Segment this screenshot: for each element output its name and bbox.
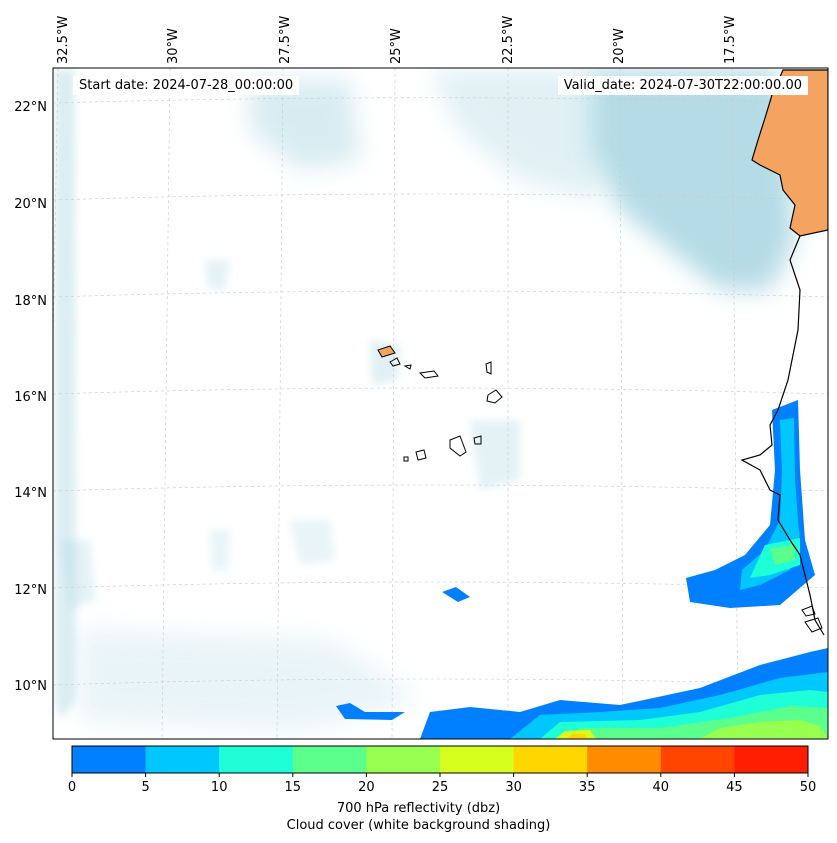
colorbar-tick-label: 20	[358, 780, 375, 795]
colorbar-swatch	[440, 746, 515, 773]
lon-label: 27.5°W	[278, 16, 293, 64]
lat-label: 16°N	[14, 390, 47, 405]
lat-label: 20°N	[14, 197, 47, 212]
lon-label: 30°W	[166, 28, 181, 64]
colorbar-swatch	[72, 746, 147, 773]
lat-label: 10°N	[14, 679, 47, 694]
colorbar-tick-label: 30	[505, 780, 522, 795]
colorbar-swatch	[219, 746, 294, 773]
latitude-labels: 22°N 20°N 18°N 16°N 14°N 12°N 10°N	[14, 100, 47, 694]
map-frame	[52, 67, 829, 740]
colorbar-tick-label: 15	[285, 780, 302, 795]
colorbar-swatch	[145, 746, 220, 773]
colorbar-tick-label: 35	[579, 780, 596, 795]
start-date-label: Start date: 2024-07-28_00:00:00	[73, 76, 300, 95]
colorbar-swatches	[72, 746, 809, 773]
colorbar-swatch	[292, 746, 367, 773]
colorbar-tick-label: 10	[211, 780, 228, 795]
lon-label: 17.5°W	[723, 16, 738, 64]
colorbar-label: 700 hPa reflectivity (dbz)	[336, 801, 501, 816]
colorbar-tick-label: 45	[726, 780, 743, 795]
longitude-labels: 32.5°W 30°W 27.5°W 25°W 22.5°W 20°W 17.5…	[56, 16, 738, 64]
colorbar-tick-label: 40	[653, 780, 670, 795]
colorbar-swatch	[734, 746, 809, 773]
colorbar-swatch	[366, 746, 441, 773]
reflectivity-contours	[336, 400, 828, 739]
lat-label: 22°N	[14, 100, 47, 115]
colorbar-sublabel: Cloud cover (white background shading)	[286, 818, 551, 833]
colorbar-swatch	[587, 746, 662, 773]
colorbar-tick-label: 5	[141, 780, 149, 795]
lat-label: 14°N	[14, 486, 47, 501]
colorbar-tick-label: 50	[800, 780, 817, 795]
map-area	[53, 68, 828, 739]
lon-label: 22.5°W	[501, 16, 516, 64]
colorbar-swatch	[660, 746, 735, 773]
colorbar-ticks: 0 5 10 15 20 25 30 35 40 45 50	[68, 773, 816, 795]
cloud-cover-shading	[55, 70, 795, 730]
lon-label: 25°W	[389, 28, 404, 64]
land-masses	[377, 69, 828, 636]
valid-date-label: Valid_date: 2024-07-30T22:00:00.00	[557, 76, 808, 95]
colorbar-tick-label: 0	[68, 780, 76, 795]
lat-label: 12°N	[14, 583, 47, 598]
lon-label: 32.5°W	[56, 16, 71, 64]
lon-label: 20°W	[612, 28, 627, 64]
colorbar-swatch	[513, 746, 588, 773]
colorbar: 0 5 10 15 20 25 30 35 40 45 50	[68, 745, 816, 795]
colorbar-tick-label: 25	[432, 780, 449, 795]
lat-label: 18°N	[14, 294, 47, 309]
